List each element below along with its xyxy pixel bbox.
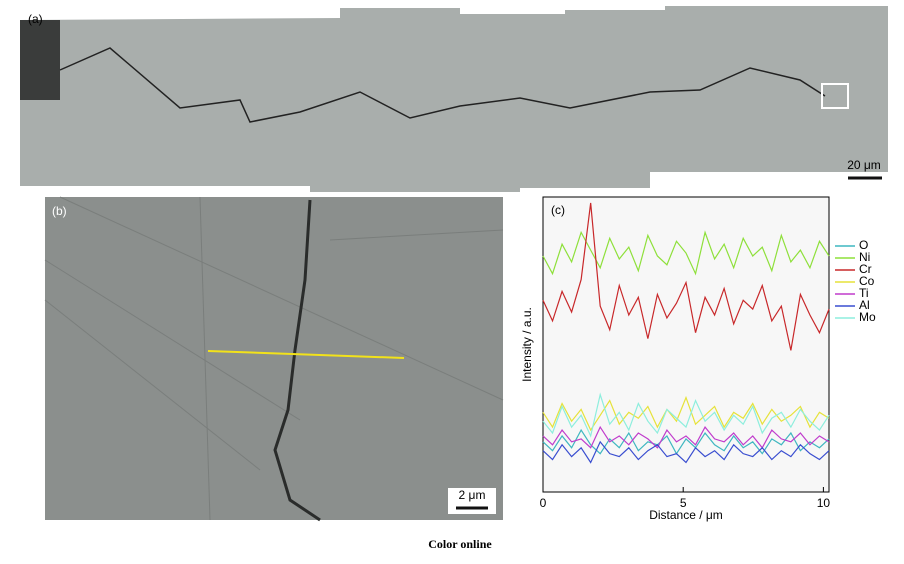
series-line — [542, 440, 830, 464]
panel-label: (b) — [52, 204, 67, 218]
panel-label: (c) — [551, 203, 565, 217]
x-tick-label: 10 — [817, 496, 831, 510]
caption: Color online — [428, 537, 492, 551]
scale-bar-label: 20 μm — [847, 158, 881, 172]
legend-label: Co — [859, 274, 875, 288]
scale-bar-label: 2 μm — [459, 488, 486, 502]
legend-label: O — [859, 238, 868, 252]
series-line — [542, 428, 830, 455]
series-line — [542, 395, 830, 432]
crack-b — [273, 199, 321, 522]
legend-label: Ni — [859, 250, 870, 264]
y-axis-label: Intensity / a.u. — [520, 307, 534, 382]
plot-area — [542, 196, 830, 493]
series-line — [542, 392, 830, 438]
micrograph-a — [20, 6, 888, 192]
inset-box — [821, 83, 849, 109]
series-line — [542, 425, 830, 449]
scan-line — [207, 350, 405, 359]
series-line — [542, 230, 830, 276]
legend-label: Al — [859, 298, 870, 312]
micrograph-b — [45, 197, 503, 520]
legend-label: Ti — [859, 286, 869, 300]
slip-lines — [44, 196, 504, 521]
dark-edge — [20, 20, 60, 100]
x-axis-label: Distance / μm — [649, 508, 723, 522]
crack — [59, 47, 826, 123]
series-line — [542, 202, 830, 351]
panel-label: (a) — [28, 12, 43, 26]
legend-label: Cr — [859, 262, 872, 276]
x-tick-label: 5 — [680, 496, 687, 510]
scale-box — [448, 488, 496, 514]
legend-label: Mo — [859, 310, 876, 324]
x-tick-label: 0 — [540, 496, 547, 510]
